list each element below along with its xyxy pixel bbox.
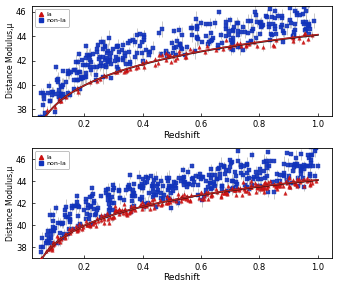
X-axis label: Redshift: Redshift [164,273,200,283]
X-axis label: Redshift: Redshift [164,131,200,140]
Legend: Ia, non-Ia: Ia, non-Ia [35,9,69,26]
Legend: Ia, non-Ia: Ia, non-Ia [35,151,69,169]
Y-axis label: Distance Modulus,μ: Distance Modulus,μ [5,23,15,98]
Y-axis label: Distance Modulus,μ: Distance Modulus,μ [5,166,15,241]
